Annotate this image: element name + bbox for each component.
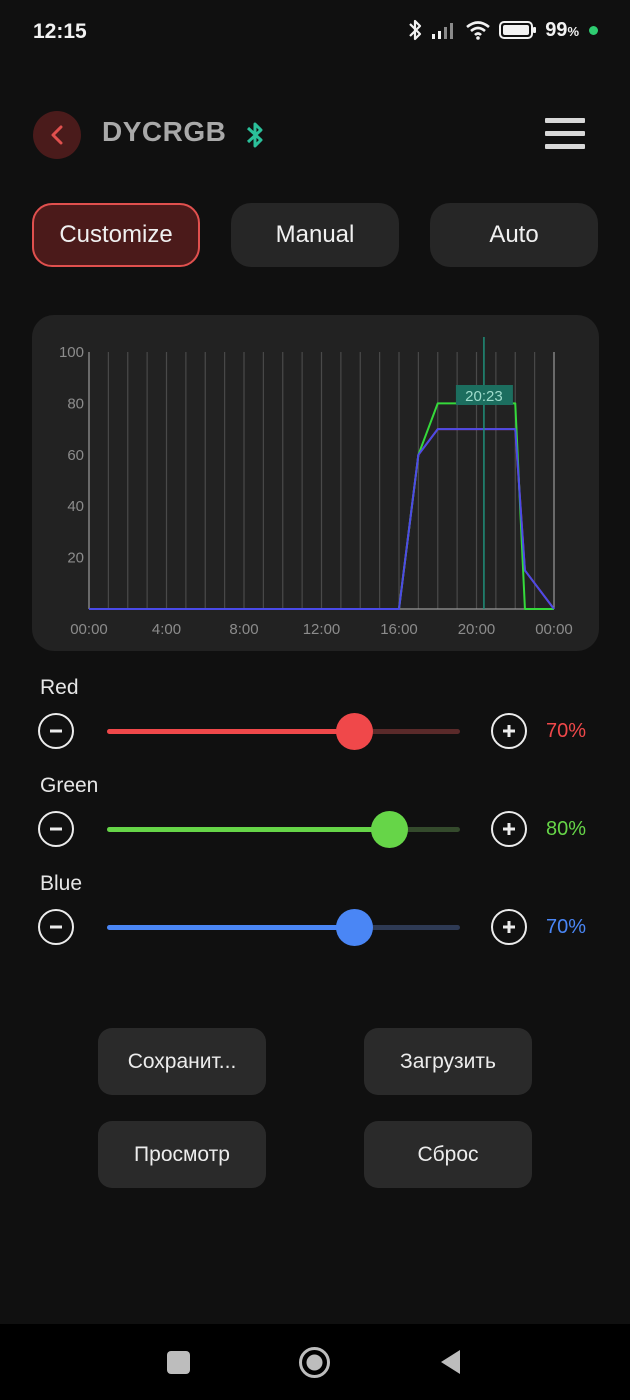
tab-customize[interactable]: Customize	[32, 203, 200, 267]
chevron-left-icon	[51, 125, 63, 145]
home-circle-icon[interactable]	[298, 1346, 331, 1379]
channel-percent: 70%	[546, 916, 587, 938]
increase-button[interactable]	[491, 909, 527, 945]
recents-square-icon[interactable]	[167, 1351, 190, 1374]
increase-button[interactable]	[491, 811, 527, 847]
load-button[interactable]: Загрузить	[364, 1028, 532, 1095]
reset-button[interactable]: Сброс	[364, 1121, 532, 1188]
plus-icon	[503, 921, 515, 933]
schedule-chart[interactable]: 100 80 60 40 20 00:00 4:00 8:00 12:00 16:00 20:00 0…	[32, 315, 599, 651]
y-tick-label: 20	[67, 550, 84, 567]
y-tick-label: 60	[67, 447, 84, 464]
y-tick-label: 40	[67, 498, 84, 515]
battery-icon	[499, 21, 537, 39]
hamburger-menu-icon[interactable]	[545, 118, 585, 157]
y-tick-label: 100	[59, 344, 84, 361]
x-tick-label: 00:00	[535, 621, 573, 638]
minus-icon	[50, 925, 62, 929]
bluetooth-icon	[246, 122, 263, 148]
minus-icon	[50, 827, 62, 831]
x-tick-label: 16:00	[380, 621, 418, 638]
decrease-button[interactable]	[38, 811, 74, 847]
signal-icon	[432, 23, 454, 39]
back-button[interactable]	[33, 111, 81, 159]
battery-level: 99%	[545, 18, 579, 41]
x-tick-label: 8:00	[229, 621, 258, 638]
x-tick-label: 20:00	[458, 621, 496, 638]
channel-slider[interactable]	[107, 909, 460, 946]
status-icons: 99%	[407, 18, 598, 42]
channel-label-2: Blue	[40, 872, 83, 895]
channel-label-1: Green	[40, 774, 99, 797]
slider-fill	[107, 827, 389, 832]
channel-slider[interactable]	[107, 713, 460, 750]
status-time: 12:15	[33, 20, 87, 43]
slider-thumb[interactable]	[371, 811, 408, 848]
tab-auto[interactable]: Auto	[430, 203, 598, 267]
series-line-2	[89, 428, 555, 610]
schedule-chart-card	[32, 315, 599, 651]
decrease-button[interactable]	[38, 713, 74, 749]
decrease-button[interactable]	[38, 909, 74, 945]
x-tick-label: 4:00	[152, 621, 181, 638]
x-tick-label: 00:00	[70, 621, 108, 638]
increase-button[interactable]	[491, 713, 527, 749]
time-cursor-label: 20:23	[465, 388, 503, 405]
minus-icon	[50, 729, 62, 733]
bluetooth-icon	[409, 19, 422, 41]
preview-button[interactable]: Просмотр	[98, 1121, 266, 1188]
x-tick-label: 12:00	[303, 621, 341, 638]
status-dot	[589, 25, 598, 35]
channel-percent: 70%	[546, 720, 587, 742]
save-button[interactable]: Сохранит...	[98, 1028, 266, 1095]
plus-icon	[503, 725, 515, 737]
slider-thumb[interactable]	[336, 713, 373, 750]
wifi-icon	[466, 21, 491, 40]
device-title: DYCRGB	[102, 116, 227, 147]
slider-fill	[107, 925, 354, 930]
back-triangle-icon[interactable]	[440, 1349, 462, 1375]
tab-manual[interactable]: Manual	[231, 203, 399, 267]
time-cursor-badge	[455, 385, 513, 405]
system-nav-bar	[0, 1324, 630, 1400]
channel-slider[interactable]	[107, 811, 460, 848]
channel-percent: 80%	[546, 818, 587, 840]
slider-fill	[107, 729, 354, 734]
channel-label-0: Red	[40, 676, 79, 699]
slider-thumb[interactable]	[336, 909, 373, 946]
y-tick-label: 80	[67, 395, 84, 412]
plus-icon	[503, 823, 515, 835]
